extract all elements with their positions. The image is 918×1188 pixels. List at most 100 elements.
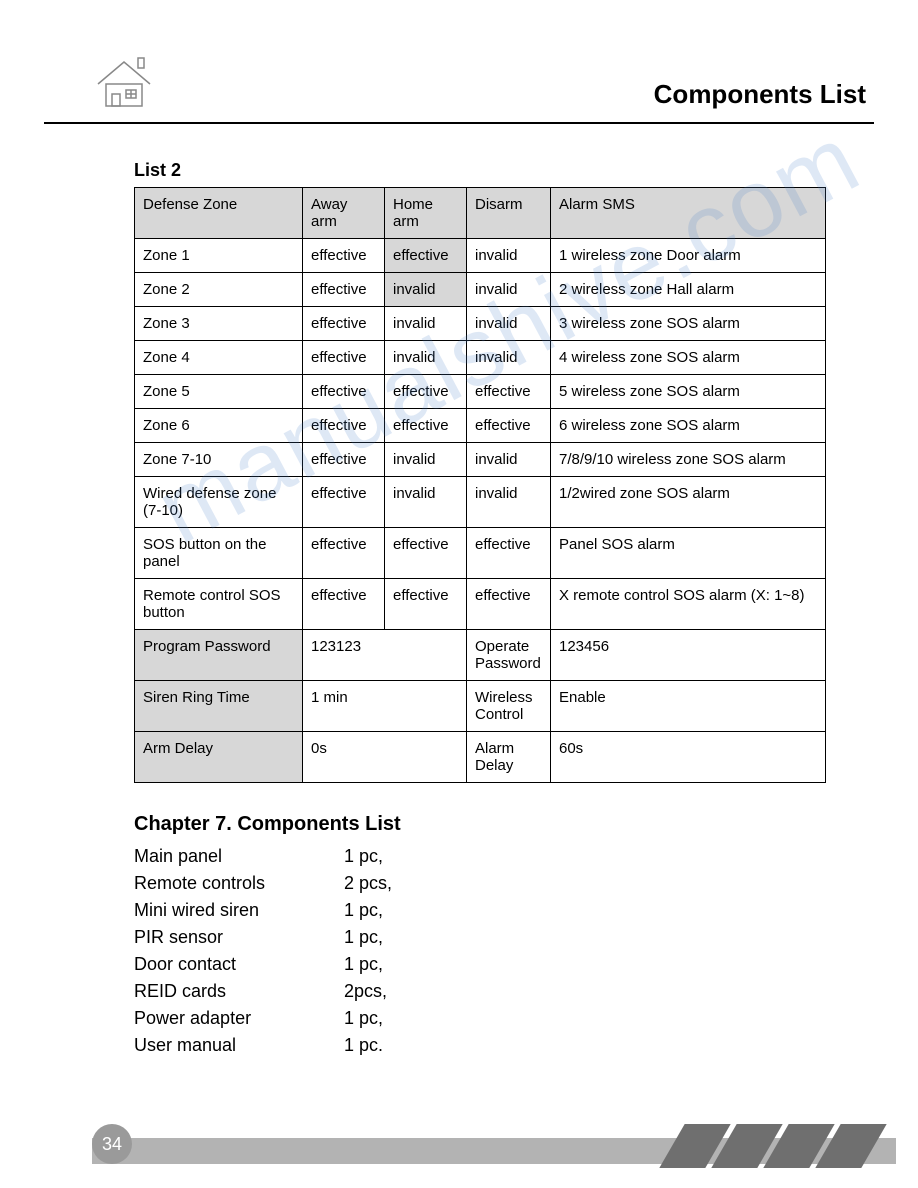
table-cell-disarm: invalid — [467, 307, 551, 341]
table-cell-sms: 7/8/9/10 wireless zone SOS alarm — [551, 443, 826, 477]
table-cell-away: effective — [303, 341, 385, 375]
component-qty: 2 pcs, — [344, 873, 392, 894]
component-name: Main panel — [134, 846, 344, 867]
component-name: REID cards — [134, 981, 344, 1002]
table-cell-away: effective — [303, 477, 385, 528]
table-cell-zone: Zone 3 — [135, 307, 303, 341]
defense-zone-table: Defense Zone Away arm Home arm Disarm Al… — [134, 187, 826, 783]
component-qty: 1 pc, — [344, 954, 383, 975]
param-value: 123123 — [303, 630, 467, 681]
component-row: Door contact1 pc, — [134, 954, 826, 975]
component-row: Main panel1 pc, — [134, 846, 826, 867]
table-cell-zone: SOS button on the panel — [135, 528, 303, 579]
table-cell-sms: 2 wireless zone Hall alarm — [551, 273, 826, 307]
component-row: Power adapter1 pc, — [134, 1008, 826, 1029]
table-cell-away: effective — [303, 239, 385, 273]
table-cell-disarm: effective — [467, 375, 551, 409]
table-cell-disarm: invalid — [467, 341, 551, 375]
component-row: PIR sensor1 pc, — [134, 927, 826, 948]
param-label: Siren Ring Time — [135, 681, 303, 732]
component-qty: 1 pc. — [344, 1035, 383, 1056]
table-cell-zone: Zone 5 — [135, 375, 303, 409]
table-cell-disarm: invalid — [467, 239, 551, 273]
component-qty: 1 pc, — [344, 927, 383, 948]
component-name: Remote controls — [134, 873, 344, 894]
table-cell-disarm: invalid — [467, 477, 551, 528]
component-row: REID cards2pcs, — [134, 981, 826, 1002]
list2-label: List 2 — [134, 160, 826, 181]
param-label2: Wireless Control — [467, 681, 551, 732]
component-name: Power adapter — [134, 1008, 344, 1029]
table-cell-home: invalid — [385, 273, 467, 307]
table-cell-zone: Zone 6 — [135, 409, 303, 443]
table-cell-away: effective — [303, 375, 385, 409]
table-cell-zone: Zone 2 — [135, 273, 303, 307]
house-icon — [94, 54, 166, 115]
component-name: Door contact — [134, 954, 344, 975]
table-cell-zone: Remote control SOS button — [135, 579, 303, 630]
footer-slashes — [672, 1124, 874, 1168]
table-cell-away: effective — [303, 579, 385, 630]
component-qty: 2pcs, — [344, 981, 387, 1002]
table-cell-disarm: effective — [467, 528, 551, 579]
th-zone: Defense Zone — [135, 188, 303, 239]
table-cell-home: invalid — [385, 341, 467, 375]
table-cell-zone: Zone 1 — [135, 239, 303, 273]
th-away: Away arm — [303, 188, 385, 239]
component-qty: 1 pc, — [344, 900, 383, 921]
table-cell-zone: Wired defense zone (7-10) — [135, 477, 303, 528]
component-name: User manual — [134, 1035, 344, 1056]
table-cell-sms: 1 wireless zone Door alarm — [551, 239, 826, 273]
table-cell-zone: Zone 7-10 — [135, 443, 303, 477]
table-cell-home: effective — [385, 409, 467, 443]
param-value: 1 min — [303, 681, 467, 732]
param-label: Arm Delay — [135, 732, 303, 783]
th-disarm: Disarm — [467, 188, 551, 239]
table-cell-sms: 6 wireless zone SOS alarm — [551, 409, 826, 443]
table-cell-away: effective — [303, 409, 385, 443]
component-row: User manual1 pc. — [134, 1035, 826, 1056]
table-cell-home: invalid — [385, 477, 467, 528]
table-cell-disarm: effective — [467, 579, 551, 630]
table-cell-home: effective — [385, 528, 467, 579]
table-cell-home: effective — [385, 375, 467, 409]
page-number-badge: 34 — [92, 1124, 132, 1164]
table-cell-sms: 4 wireless zone SOS alarm — [551, 341, 826, 375]
table-cell-disarm: invalid — [467, 273, 551, 307]
table-cell-sms: Panel SOS alarm — [551, 528, 826, 579]
component-qty: 1 pc, — [344, 846, 383, 867]
component-name: PIR sensor — [134, 927, 344, 948]
param-value2: 60s — [551, 732, 826, 783]
param-label2: Operate Password — [467, 630, 551, 681]
table-cell-disarm: invalid — [467, 443, 551, 477]
table-cell-away: effective — [303, 528, 385, 579]
table-cell-sms: 1/2wired zone SOS alarm — [551, 477, 826, 528]
table-cell-away: effective — [303, 273, 385, 307]
table-cell-home: effective — [385, 239, 467, 273]
param-value: 0s — [303, 732, 467, 783]
th-home: Home arm — [385, 188, 467, 239]
table-cell-away: effective — [303, 443, 385, 477]
table-cell-zone: Zone 4 — [135, 341, 303, 375]
table-cell-away: effective — [303, 307, 385, 341]
chapter-title: Chapter 7. Components List — [134, 813, 826, 836]
page-footer: 34 — [0, 1128, 918, 1164]
table-cell-sms: X remote control SOS alarm (X: 1~8) — [551, 579, 826, 630]
table-cell-sms: 3 wireless zone SOS alarm — [551, 307, 826, 341]
component-qty: 1 pc, — [344, 1008, 383, 1029]
page-title: Components List — [654, 79, 866, 110]
component-name: Mini wired siren — [134, 900, 344, 921]
component-row: Remote controls 2 pcs, — [134, 873, 826, 894]
param-value2: Enable — [551, 681, 826, 732]
components-list: Main panel1 pc,Remote controls 2 pcs,Min… — [134, 846, 826, 1056]
param-value2: 123456 — [551, 630, 826, 681]
param-label2: Alarm Delay — [467, 732, 551, 783]
table-cell-disarm: effective — [467, 409, 551, 443]
table-cell-home: invalid — [385, 443, 467, 477]
param-label: Program Password — [135, 630, 303, 681]
page-header: Components List — [44, 46, 874, 124]
component-row: Mini wired siren1 pc, — [134, 900, 826, 921]
th-sms: Alarm SMS — [551, 188, 826, 239]
table-cell-home: invalid — [385, 307, 467, 341]
table-cell-home: effective — [385, 579, 467, 630]
